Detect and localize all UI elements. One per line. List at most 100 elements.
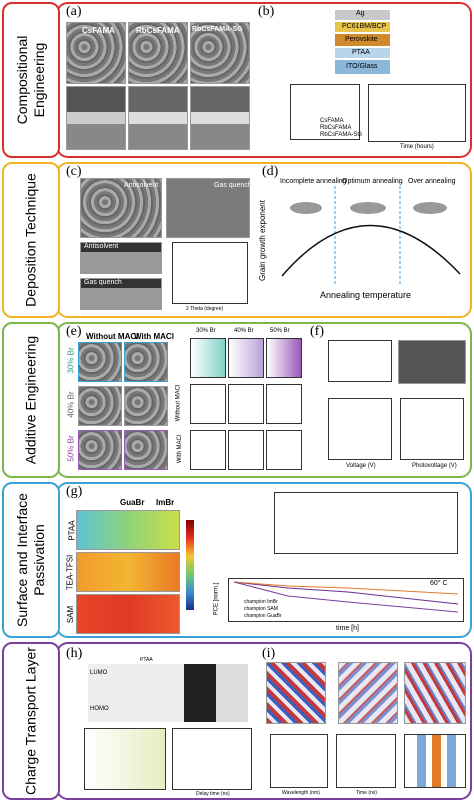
text: Ag: [356, 10, 365, 17]
text: 40% Br: [66, 391, 76, 418]
spectrum-plot: [190, 384, 226, 424]
text: Without MACl: [175, 384, 182, 422]
layer: [335, 10, 390, 20]
cross-section: [190, 86, 250, 150]
trend-line: [233, 581, 459, 595]
axis-label: Delay time (ns): [196, 791, 230, 797]
panel-letter: (a): [66, 4, 82, 19]
spectrum-plot: [266, 338, 302, 378]
text: ITO/Glass: [346, 63, 378, 70]
text: LUMO: [90, 670, 108, 676]
text: Over annealing: [408, 178, 456, 185]
panel-letter: (h): [66, 646, 83, 661]
axis-label: Wavelength (nm): [282, 790, 320, 796]
spectrum-plot: [266, 430, 302, 470]
xrd-plot: [172, 242, 248, 304]
text: RbCsFAMA: [136, 26, 180, 35]
colorbar: [186, 520, 194, 610]
sem-image: [80, 178, 162, 238]
layer: [335, 48, 390, 58]
text: With MACl: [134, 332, 174, 341]
text: Perovskite: [345, 36, 378, 43]
text: 30% Br: [66, 347, 76, 374]
spectrum-plot: [228, 384, 264, 424]
sem-image: [124, 430, 168, 470]
heatmap: [76, 510, 180, 550]
text: PTAA: [67, 520, 77, 541]
layer: [335, 34, 390, 46]
text: Antisolvent: [124, 182, 159, 189]
row-label: Surface and Interface Passivation: [14, 493, 47, 627]
spectrum-plot: [266, 384, 302, 424]
panel-letter: (e): [66, 324, 82, 339]
text: PC61BM/BCP: [342, 23, 387, 30]
layer: [335, 60, 390, 74]
text: ImBr: [156, 498, 175, 507]
text: SAM: [66, 605, 76, 624]
axis-label: Annealing temperature: [320, 290, 412, 300]
heatmap: [76, 552, 180, 592]
text: TEA-TFSI: [65, 554, 75, 591]
energy-diagram: [88, 664, 248, 722]
text: 40% Br: [234, 328, 254, 334]
sem-image: [190, 22, 250, 84]
spectrum-plot: [190, 338, 226, 378]
text: GuaBr: [120, 498, 145, 507]
decay-plot: [172, 728, 252, 790]
text: Gas quench: [84, 279, 122, 286]
panel-letter: (f): [310, 324, 324, 339]
sem-image: [166, 178, 250, 238]
bar-plot: [404, 734, 466, 788]
row-label-box: Deposition Technique: [2, 162, 60, 318]
layer: [335, 22, 390, 32]
panel-letter: (b): [258, 4, 275, 19]
sem-image: [398, 340, 466, 384]
row-label: Charge Transport Layer: [22, 647, 39, 795]
trpl-plot: [336, 734, 396, 788]
row-label-box: Surface and Interface Passivation: [2, 482, 60, 638]
row-label: Deposition Technique: [22, 173, 39, 307]
cross-section: [80, 278, 162, 310]
curve: [281, 224, 461, 277]
map-image: [338, 662, 398, 724]
text: RbCsFAMA: [320, 125, 352, 131]
sem-image: [124, 386, 168, 426]
voc-plot: [274, 492, 458, 554]
text: 60° C: [430, 580, 448, 587]
trend-line: [233, 581, 459, 605]
row-label-box: Additive Engineering: [2, 322, 60, 478]
text: Incomplete annealing: [280, 178, 347, 185]
cross-section: [66, 86, 126, 150]
text: Optimum annealing: [342, 178, 403, 185]
row-label-box: Compositional Engineering: [2, 2, 60, 158]
axis-label: Photovoltage (V): [412, 463, 457, 469]
cross-section: [128, 86, 188, 150]
text: PTAA: [352, 49, 370, 56]
text: 30% Br: [196, 328, 216, 334]
row-label: Additive Engineering: [22, 335, 39, 465]
panel-letter: (g): [66, 484, 83, 499]
axis-label: 2 Theta (degree): [186, 306, 224, 312]
text: CsFAMA: [320, 118, 344, 124]
text: Antisolvent: [84, 243, 119, 250]
line-plot: [368, 84, 466, 142]
voc-plot: [400, 398, 464, 460]
legend-entry: champion ImBr: [244, 599, 278, 605]
axis-label: Time (ns): [356, 790, 377, 796]
axis-label: PCE [norm.]: [213, 582, 220, 616]
cross-section: [80, 242, 162, 274]
spectrum-plot: [228, 430, 264, 470]
box-plot: [290, 84, 360, 140]
panel-letter: (c): [66, 164, 82, 179]
row-label-box: Charge Transport Layer: [2, 642, 60, 800]
grain-icons: [290, 202, 447, 214]
spectrum-plot: [190, 430, 226, 470]
map-image: [266, 662, 326, 724]
legend-entry: champion SAM: [244, 606, 278, 612]
row-label: Compositional Engineering: [14, 35, 47, 125]
sem-image: [66, 22, 126, 84]
text: RbCsFAMA-SG: [320, 132, 363, 138]
axis-label: Time (hours): [400, 144, 434, 150]
sem-image: [78, 342, 122, 382]
